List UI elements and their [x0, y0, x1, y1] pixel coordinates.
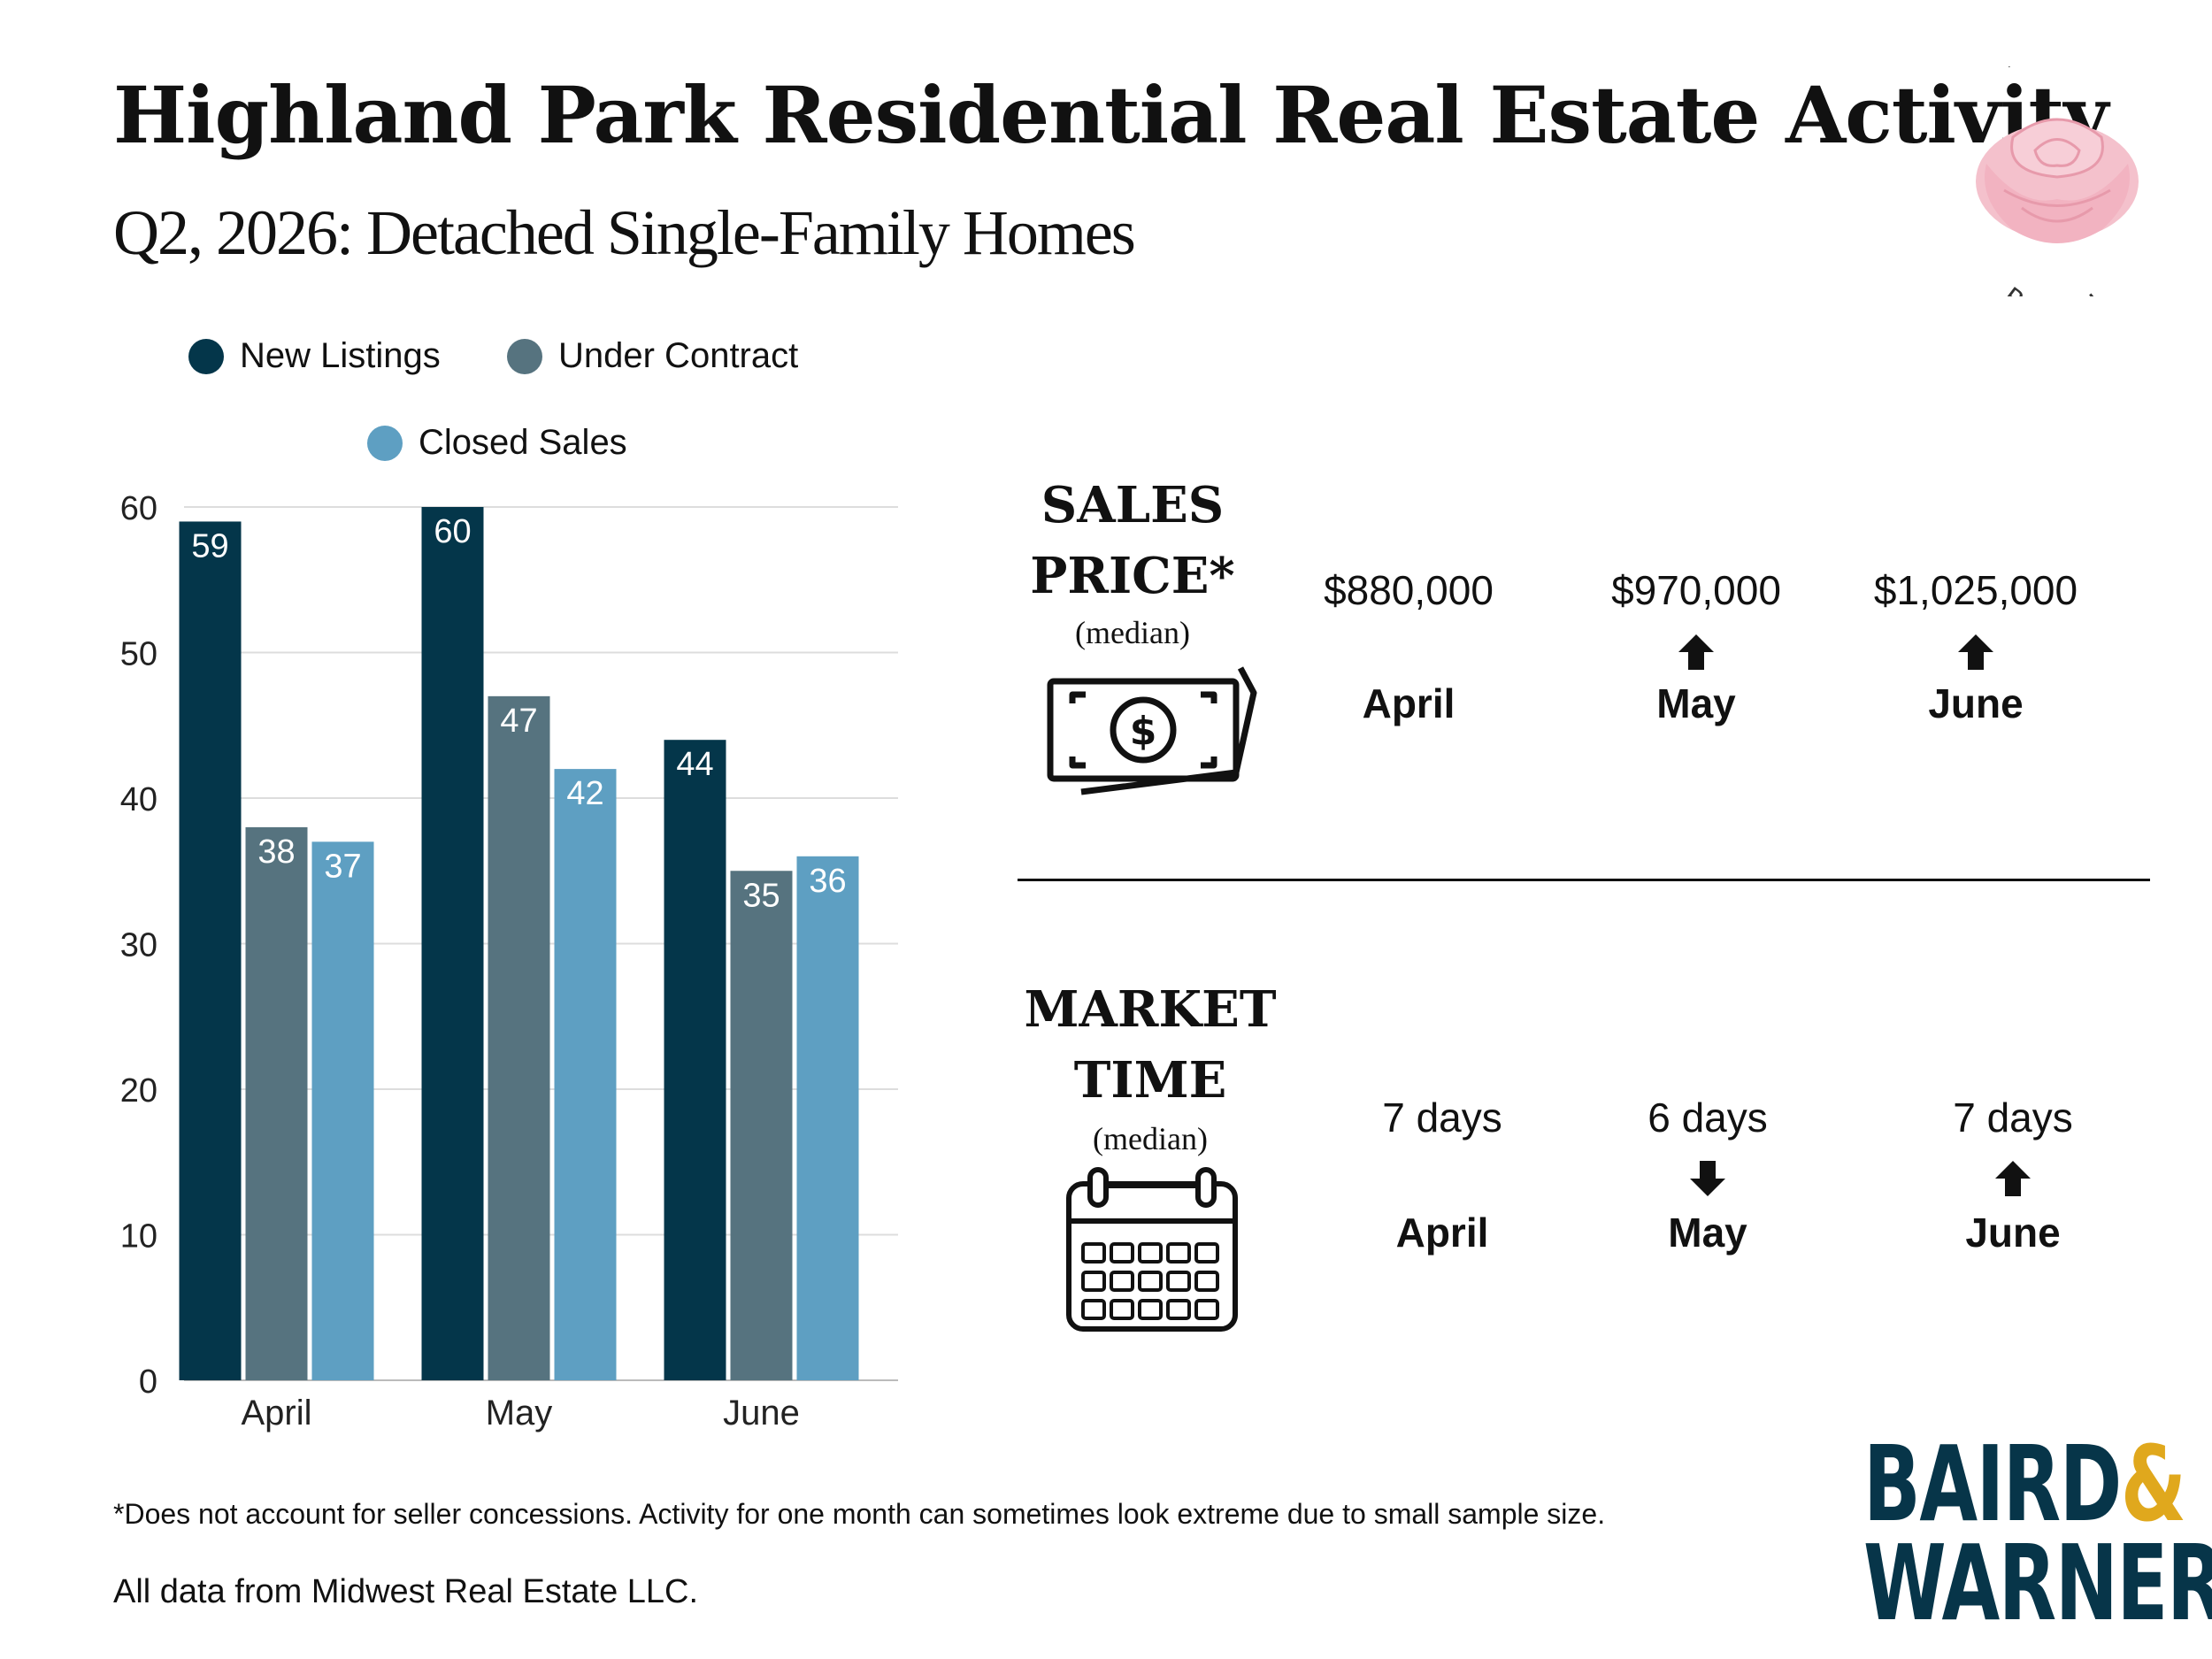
y-tick-label: 60 — [120, 490, 157, 527]
data-label: 47 — [500, 703, 537, 740]
bar — [311, 841, 374, 1380]
bar — [179, 521, 242, 1380]
legend-label: Under Contract — [558, 336, 799, 375]
legend-swatch-new-listings — [188, 338, 224, 374]
sales-price-label-line2: PRICE* — [1030, 547, 1235, 605]
sales-price-value-may: $970,000 — [1611, 567, 1781, 613]
rose-icon — [1976, 118, 2139, 243]
section-divider — [1018, 879, 2150, 881]
x-tick-label: June — [723, 1394, 800, 1432]
market-time-month-june: June — [1965, 1210, 2061, 1256]
sales-price-month-april: April — [1362, 680, 1455, 726]
svg-text:ISAIAH: ISAIAH — [1992, 66, 2122, 74]
sales-price-value-june: $1,025,000 — [1873, 567, 2078, 613]
data-label: 44 — [676, 746, 713, 783]
bar — [796, 856, 859, 1380]
legend-swatch-closed-sales — [367, 425, 403, 461]
agent-logo-bottom-text: RAYNAL — [1997, 281, 2115, 296]
bar-chart: 0 10 20 30 40 50 60 59 38 37 April 60 47 42 May 44 35 36 J… — [120, 490, 898, 1432]
company-logo-ampersand: & — [2120, 1423, 2186, 1545]
company-logo-line1: BAIRD — [1863, 1423, 2122, 1545]
data-label: 35 — [742, 877, 780, 914]
bar — [488, 695, 550, 1380]
market-time-value-may: 6 days — [1647, 1094, 1768, 1141]
market-time-label-line2: TIME — [1073, 1051, 1227, 1110]
sales-price-label-line1: SALES — [1041, 476, 1225, 534]
legend-closed-sales: Closed Sales — [367, 423, 627, 463]
y-tick-label: 30 — [120, 927, 157, 964]
data-label: 59 — [191, 527, 228, 565]
arrow-down-icon — [1690, 1161, 1725, 1196]
legend-new-listings: New Listings — [188, 336, 441, 376]
money-bill-icon: $ — [1047, 666, 1257, 795]
market-time-value-june: 7 days — [1953, 1094, 2073, 1141]
legend-under-contract: Under Contract — [507, 336, 798, 376]
data-source: All data from Midwest Real Estate LLC. — [113, 1573, 699, 1610]
market-time-month-may: May — [1668, 1210, 1747, 1256]
sales-price-month-may: May — [1656, 680, 1736, 726]
agent-rose-logo: ISAIAH RAYNAL — [1976, 66, 2139, 296]
arrow-up-icon — [1678, 634, 1714, 670]
y-tick-label: 0 — [139, 1363, 157, 1401]
legend-label: New Listings — [240, 336, 441, 375]
data-label: 42 — [566, 775, 603, 812]
market-time-qualifier: (median) — [1093, 1121, 1208, 1156]
y-tick-label: 40 — [120, 781, 157, 818]
market-time-month-april: April — [1395, 1210, 1489, 1256]
svg-text:RAYNAL: RAYNAL — [1997, 281, 2118, 296]
data-label: 37 — [324, 848, 361, 885]
data-label: 60 — [434, 513, 471, 550]
page-title: Highland Park Residential Real Estate Ac… — [113, 69, 2108, 161]
y-tick-label: 50 — [120, 636, 157, 673]
y-tick-label: 20 — [120, 1072, 157, 1110]
sales-price-qualifier: (median) — [1075, 615, 1190, 650]
data-label: 36 — [809, 863, 846, 900]
legend-swatch-under-contract — [507, 338, 542, 374]
market-time-label-line1: MARKET — [1024, 980, 1277, 1039]
bar — [664, 740, 726, 1380]
footnote: *Does not account for seller concessions… — [113, 1498, 1606, 1530]
market-time-value-april: 7 days — [1382, 1094, 1502, 1141]
bar — [245, 826, 308, 1380]
bar — [421, 507, 484, 1380]
calendar-icon — [1066, 1167, 1238, 1332]
x-tick-label: April — [241, 1394, 311, 1432]
company-logo-line2: WARNER — [1863, 1522, 2212, 1644]
sales-price-month-june: June — [1928, 680, 2024, 726]
data-label: 38 — [257, 833, 295, 871]
arrow-up-icon — [1958, 634, 1993, 670]
page-subtitle: Q2, 2026: Detached Single-Family Homes — [113, 197, 1136, 268]
bar — [554, 769, 617, 1380]
x-tick-label: May — [486, 1394, 553, 1432]
legend-label: Closed Sales — [419, 423, 627, 462]
y-tick-label: 10 — [120, 1218, 157, 1256]
svg-text:$: $ — [1130, 709, 1157, 754]
agent-logo-top-text: ISAIAH — [1992, 66, 2118, 74]
bar — [730, 871, 793, 1380]
arrow-up-icon — [1995, 1161, 2031, 1196]
company-logo: BAIRD& WARNER — [1863, 1432, 2212, 1635]
sales-price-value-april: $880,000 — [1324, 567, 1494, 613]
